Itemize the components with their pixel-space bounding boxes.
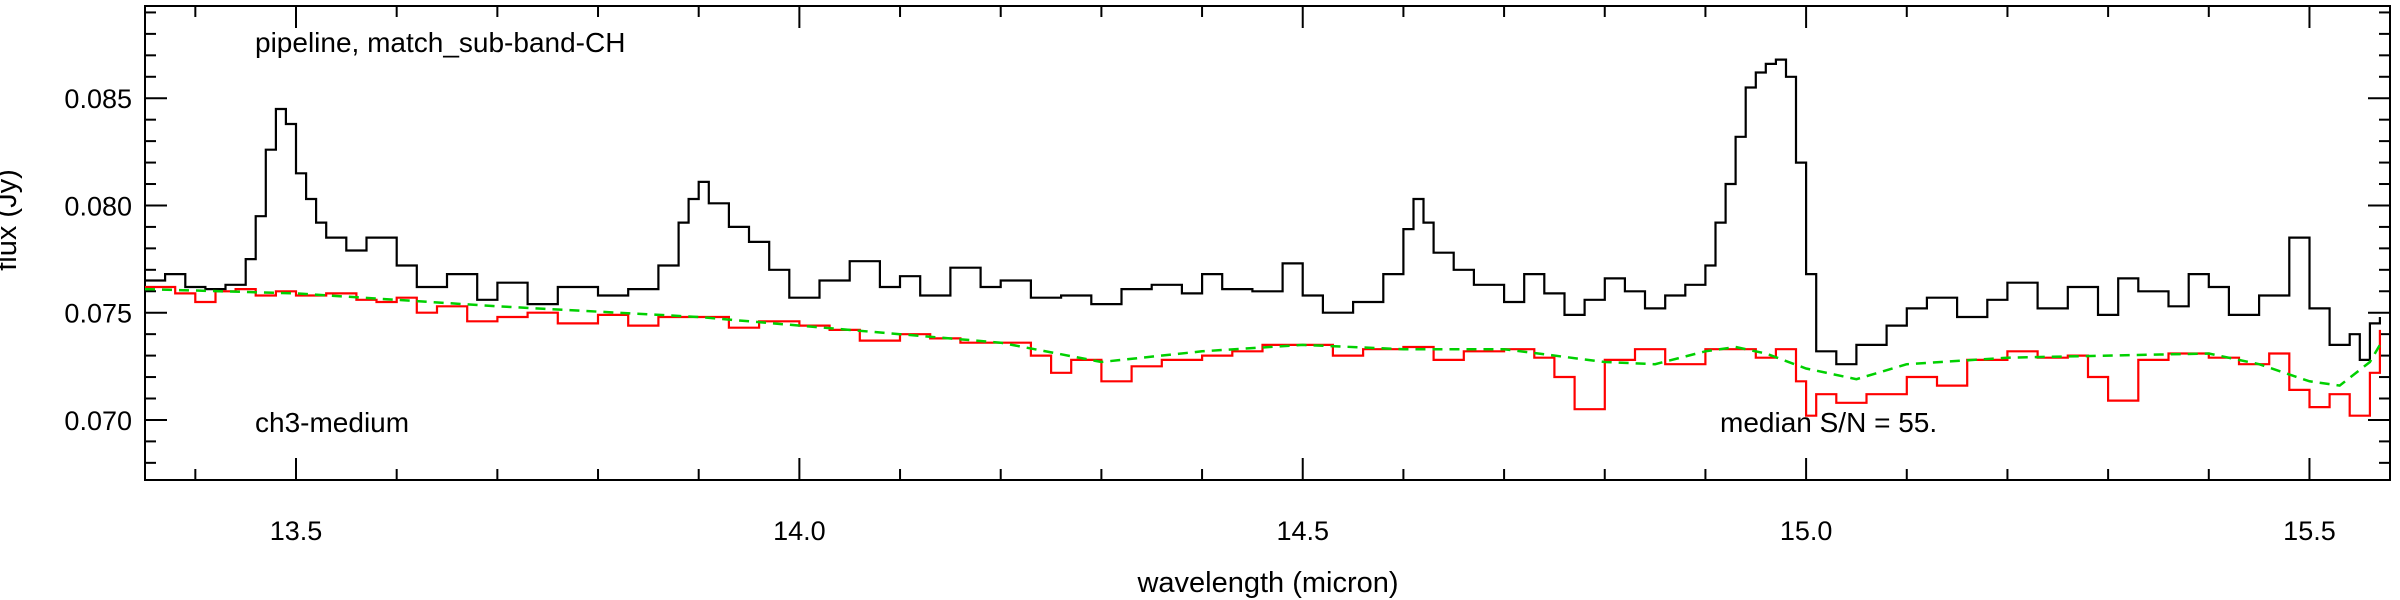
annotation-bottom-left: ch3-medium [255,407,409,438]
series-line-2 [144,287,2381,387]
annotation-bottom-right: median S/N = 55. [1720,407,1937,438]
series-layer [144,58,2381,417]
y-tick-label: 0.080 [64,191,132,221]
x-tick-label: 14.0 [773,516,826,546]
x-tick-label: 14.5 [1276,516,1329,546]
tick-labels: 13.5 14.0 14.5 15.0 15.5 0.070 0.075 0.080 0.085 [64,84,2335,546]
x-axis-title: wavelength (micron) [1136,567,1398,599]
x-tick-label: 15.0 [1780,516,1833,546]
annotation-top-left: pipeline, match_sub-band-CH [255,27,625,58]
plot-frame [144,5,2391,481]
series-line-0 [145,58,2381,366]
axis-ticks [145,6,2390,480]
y-tick-label: 0.070 [64,406,132,436]
x-tick-label: 15.5 [2283,516,2336,546]
y-tick-label: 0.085 [64,84,132,114]
series-line-1 [145,285,2381,417]
y-axis-title: flux (Jy) [0,169,23,271]
y-tick-label: 0.075 [64,299,132,329]
x-tick-label: 13.5 [270,516,323,546]
